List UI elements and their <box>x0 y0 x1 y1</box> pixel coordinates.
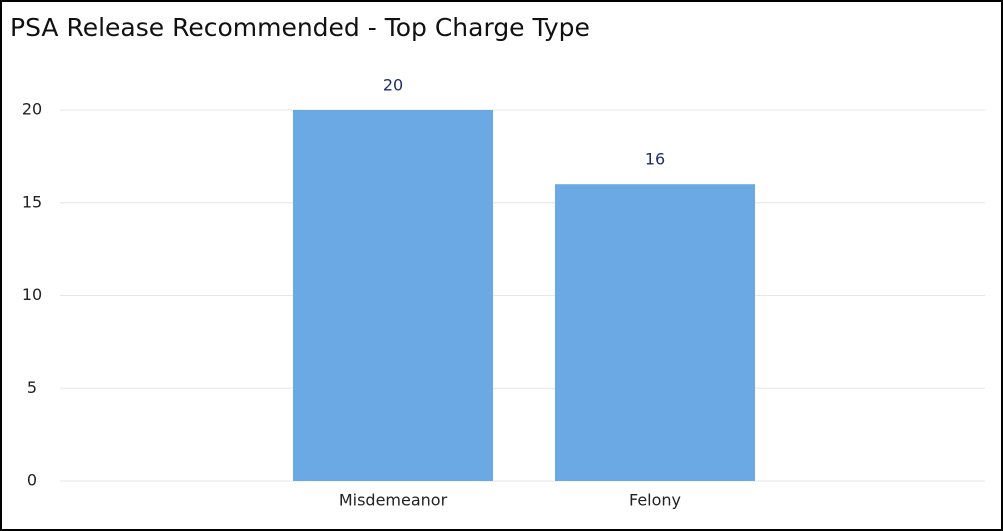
y-tick-label: 10 <box>22 285 42 304</box>
bar <box>555 184 755 481</box>
x-tick-label: Felony <box>629 491 681 510</box>
bar <box>293 110 493 481</box>
data-label: 16 <box>645 150 665 169</box>
y-tick-label: 15 <box>22 192 42 211</box>
y-tick-label: 20 <box>22 100 42 119</box>
x-tick-label: Misdemeanor <box>339 491 448 510</box>
y-tick-label: 5 <box>27 378 37 397</box>
y-tick-label: 0 <box>27 471 37 490</box>
chart-title: PSA Release Recommended - Top Charge Typ… <box>10 13 590 42</box>
data-label: 20 <box>383 76 403 95</box>
